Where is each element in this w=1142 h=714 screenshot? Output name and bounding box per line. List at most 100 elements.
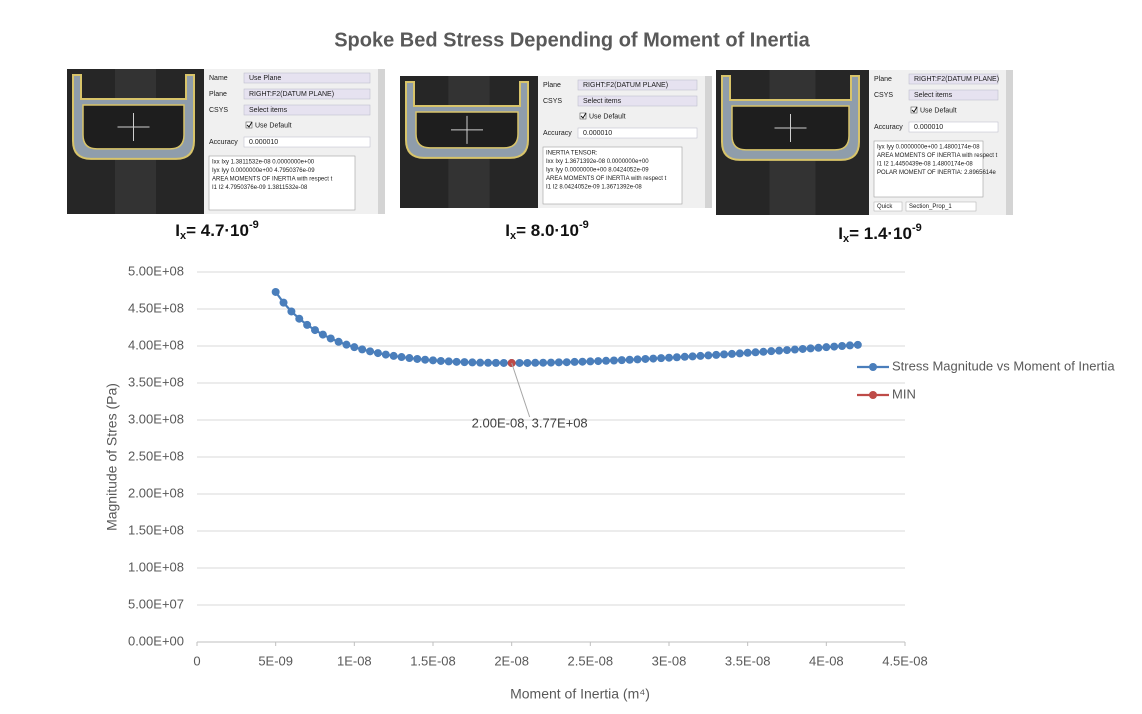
data-point [665, 353, 673, 362]
checkbox-label: Use Default [255, 122, 292, 129]
data-point [303, 320, 312, 329]
x-tick-label: 4.5E-08 [882, 653, 928, 668]
screenshot: Plane RIGHT:F2(DATUM PLANE) CSYS Select ite… [716, 70, 1013, 215]
footer-text: Section_Prop_1 [909, 204, 952, 210]
data-point [381, 350, 390, 359]
caption-subscript: x [510, 230, 517, 242]
data-point [814, 343, 823, 352]
y-tick-label: 2.50E+08 [128, 448, 184, 463]
data-point [373, 349, 382, 358]
data-point [547, 358, 555, 367]
data-point [507, 359, 516, 368]
data-point [735, 349, 744, 358]
caption-exponent: -9 [579, 219, 589, 231]
output-box [542, 146, 683, 205]
data-point [727, 349, 736, 358]
data-point [641, 354, 650, 363]
data-point [806, 344, 815, 353]
checkbox-label: Use Default [589, 113, 626, 120]
field-box [577, 95, 698, 107]
footer-box [905, 201, 977, 212]
field-label: Plane [543, 82, 561, 89]
data-point [523, 358, 532, 367]
field-label: Accuracy [543, 130, 572, 137]
field-box [243, 72, 371, 84]
data-point [491, 358, 500, 367]
x-tick-label: 1E-08 [337, 653, 372, 668]
x-tick-label: 2E-08 [494, 653, 529, 668]
data-point [720, 350, 729, 359]
x-tick-label: 3.5E-08 [725, 653, 771, 668]
data-point [397, 353, 406, 362]
field-label: CSYS [543, 98, 562, 105]
data-point [358, 345, 367, 354]
output-line: Iyx Iyy 0.0000000e+00 1.4800174e-08 [877, 145, 980, 151]
output-line: I1 I2 8.0424052e-09 1.3671392e-08 [546, 185, 642, 191]
data-point [617, 356, 626, 365]
y-tick-label: 5.00E+07 [128, 596, 184, 611]
data-point [350, 343, 359, 352]
y-tick-label: 1.50E+08 [128, 522, 184, 537]
data-point [531, 358, 540, 367]
data-point [672, 353, 681, 362]
field-box [243, 88, 371, 100]
output-box [873, 140, 984, 198]
y-axis-label: Magnitude of Stres (Pa) [104, 383, 120, 531]
data-point [594, 357, 603, 366]
checkbox [245, 121, 253, 129]
x-tick-label: 2.5E-08 [568, 653, 614, 668]
caption-text: = 8.0·10 [516, 221, 579, 240]
x-tick-label: 1.5E-08 [410, 653, 456, 668]
output-line: INERTIA TENSOR: [546, 151, 598, 157]
data-point [271, 287, 280, 296]
checkbox [579, 112, 587, 120]
data-point [578, 357, 587, 366]
field-box [908, 89, 999, 101]
caption-exponent: -9 [249, 219, 259, 231]
data-point [743, 348, 752, 357]
check-mark [246, 121, 253, 128]
data-point [609, 356, 618, 365]
field-box [908, 121, 999, 133]
legend-marker [869, 391, 877, 399]
field-label: Accuracy [874, 124, 903, 131]
output-line: AREA MOMENTS OF INERTIA with respect t [546, 176, 667, 182]
output-line: Ixx Ixy 1.3671392e-08 0.0000000e+00 [546, 159, 649, 165]
data-point [649, 354, 658, 363]
field-box [243, 104, 371, 116]
field-box [577, 79, 698, 91]
field-value: Use Plane [249, 75, 281, 82]
field-value: RIGHT:F2(DATUM PLANE) [914, 76, 999, 83]
data-point [342, 340, 351, 349]
output-line: POLAR MOMENT OF INERTIA: 2.8965614e [877, 170, 996, 176]
output-line: AREA MOMENTS OF INERTIA with respect t [877, 153, 998, 159]
data-point [845, 341, 854, 350]
caption-symbol: I [838, 224, 843, 243]
data-point [775, 346, 784, 355]
data-point [696, 351, 705, 360]
field-value: RIGHT:F2(DATUM PLANE) [249, 91, 334, 98]
data-point [657, 354, 666, 363]
legend-label: MIN [892, 386, 916, 401]
field-label: CSYS [874, 92, 893, 99]
data-point [798, 344, 807, 353]
y-tick-label: 3.00E+08 [128, 411, 184, 426]
output-line: Ixx Ixy 1.3811532e-08 0.0000000e+00 [212, 160, 315, 166]
check-mark [580, 112, 587, 119]
data-point [751, 348, 760, 357]
caption-text: = 1.4·10 [849, 224, 912, 243]
data-point [326, 334, 335, 343]
caption-symbol: I [175, 221, 180, 240]
data-point [554, 358, 563, 367]
caption-symbol: I [505, 221, 510, 240]
y-tick-label: 0.00E+00 [128, 633, 184, 648]
x-tick-label: 3E-08 [652, 653, 687, 668]
checkbox [910, 106, 918, 114]
data-point [712, 350, 721, 359]
chart-title: Spoke Bed Stress Depending of Moment of … [334, 29, 810, 51]
data-point [452, 357, 461, 366]
caption-text: = 4.7·10 [186, 221, 249, 240]
legend-label: Stress Magnitude vs Moment of Inertia [892, 358, 1115, 373]
data-point [539, 358, 548, 367]
field-label: Name [209, 75, 228, 82]
